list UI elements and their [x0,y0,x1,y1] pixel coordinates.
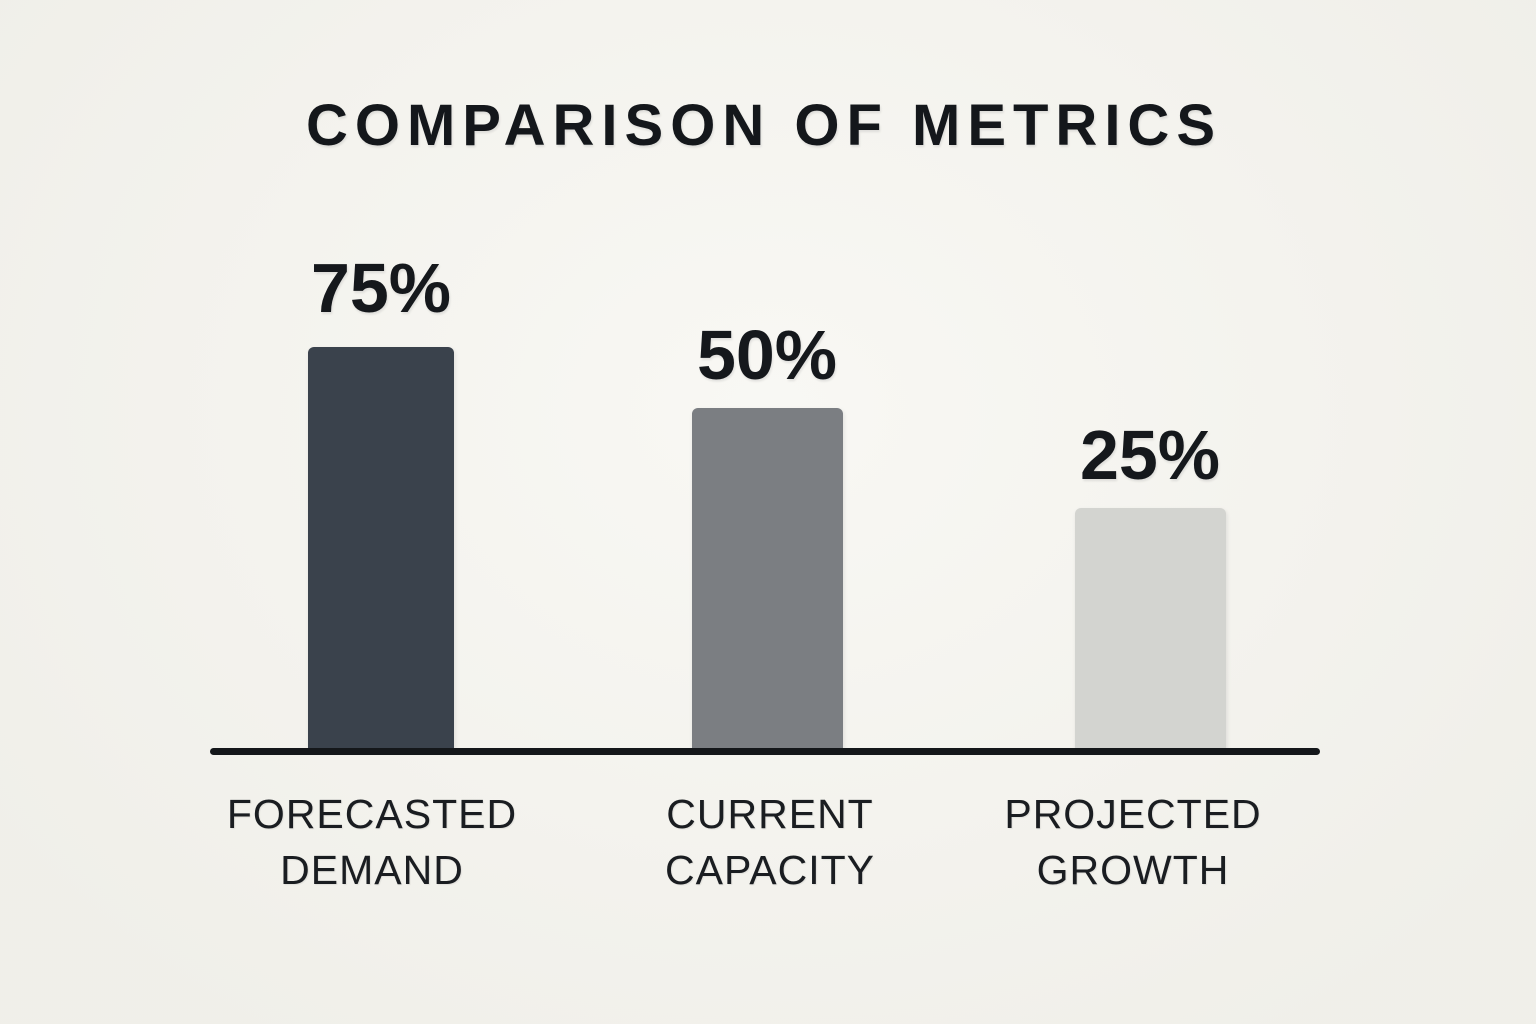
category-label-line2: DEMAND [280,847,464,893]
category-label-line1: FORECASTED [226,791,518,837]
category-label-line1: PROJECTED [1004,791,1262,837]
bar-current-capacity [692,408,843,750]
category-label-line2: GROWTH [1036,847,1230,893]
bar-forecasted-demand [308,347,454,750]
category-label-line1: CURRENT [666,791,874,837]
category-label-current-capacity: CURRENT CAPACITY [550,786,990,898]
value-label-projected-growth: 25% [1079,416,1221,494]
category-label-projected-growth: PROJECTED GROWTH [913,786,1353,898]
chart-title: COMPARISON OF METRICS [305,93,1223,158]
x-axis-line [210,748,1320,755]
category-label-forecasted-demand: FORECASTED DEMAND [152,786,592,898]
category-label-line2: CAPACITY [665,847,875,893]
bar-projected-growth [1075,508,1226,750]
value-label-current-capacity: 50% [696,316,838,394]
value-label-forecasted-demand: 75% [310,249,452,327]
